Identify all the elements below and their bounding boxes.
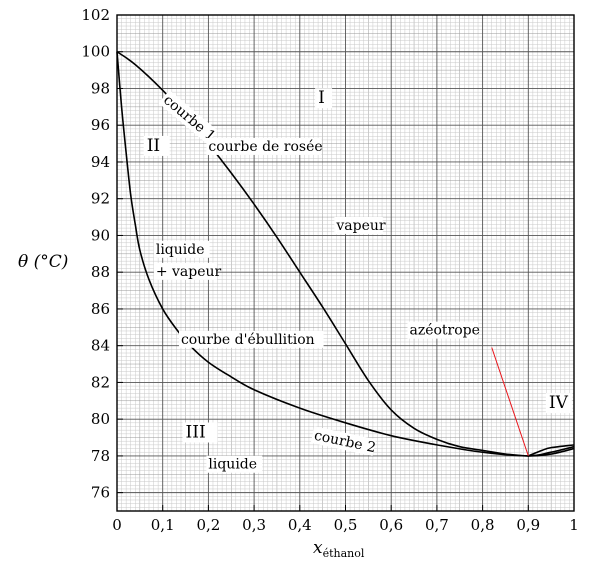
y-tick-label: 78 xyxy=(91,447,110,465)
x-tick-label: 0,9 xyxy=(516,516,540,534)
label-bg xyxy=(334,216,383,234)
label-liquide_vapeur_1: liquide xyxy=(156,242,205,258)
y-tick-label: 90 xyxy=(91,226,110,244)
y-tick-label: 84 xyxy=(91,337,110,355)
label-liquide: liquide xyxy=(208,457,257,473)
y-axis-label: θ (°C) xyxy=(18,252,68,272)
y-tick-label: 92 xyxy=(91,190,110,208)
x-tick-label: 0,2 xyxy=(196,516,220,534)
y-tick-label: 94 xyxy=(91,153,110,171)
label-ebullition: courbe d'ébullition xyxy=(181,332,315,348)
x-tick-label: 0,7 xyxy=(425,516,449,534)
x-axis-label: xéthanol xyxy=(313,538,365,560)
x-axis-label-main: x xyxy=(313,538,323,558)
axis-ticks: 0 0,1 0,2 0,3 0,4 0,5 0,6 0,7 0,8 0,9 1 76 78 80 82 84 8… xyxy=(81,6,578,534)
label-bg xyxy=(158,90,218,144)
label-bg xyxy=(153,240,210,258)
label-rosee: courbe de rosée xyxy=(208,139,322,155)
x-tick-label: 1 xyxy=(569,516,579,534)
region-label-IV: IV xyxy=(549,393,569,413)
x-tick-label: 0 xyxy=(112,516,122,534)
label-liquide_vapeur_2: + vapeur xyxy=(156,264,222,280)
region-bg xyxy=(545,393,572,414)
y-tick-label: 102 xyxy=(81,6,110,24)
region-label-III: III xyxy=(186,423,206,443)
x-tick-label: 0,8 xyxy=(471,516,495,534)
label-vapeur: vapeur xyxy=(335,218,386,234)
label-azeotrope: azéotrope xyxy=(409,323,479,339)
x-tick-label: 0,5 xyxy=(334,516,358,534)
y-tick-label: 86 xyxy=(91,300,110,318)
x-tick-label: 0,3 xyxy=(242,516,266,534)
y-tick-label: 98 xyxy=(91,79,110,97)
region-bg xyxy=(143,135,170,156)
region-label-II: II xyxy=(147,136,160,156)
curve-boiling xyxy=(116,51,575,457)
azeotrope-pointer xyxy=(491,347,529,457)
label-bg xyxy=(178,330,324,348)
label-bg xyxy=(206,137,322,155)
y-tick-label: 96 xyxy=(91,116,110,134)
label-bg xyxy=(310,426,377,456)
y-tick-label: 88 xyxy=(91,263,110,281)
x-tick-label: 0,4 xyxy=(288,516,312,534)
y-tick-label: 80 xyxy=(91,410,110,428)
label-bg xyxy=(407,321,479,339)
curve-azeotrope_branch xyxy=(528,444,575,457)
label-bg xyxy=(153,262,218,280)
label-bg xyxy=(206,455,263,473)
grid-major xyxy=(117,15,574,511)
region-bg xyxy=(315,88,333,109)
x-tick-label: 0,6 xyxy=(379,516,403,534)
y-tick-label: 82 xyxy=(91,373,110,391)
x-tick-label: 0,1 xyxy=(151,516,175,534)
y-tick-label: 100 xyxy=(81,43,110,61)
region-label-I: I xyxy=(318,88,325,108)
y-tick-label: 76 xyxy=(91,484,110,502)
region-bg xyxy=(182,422,218,443)
x-axis-label-sub: éthanol xyxy=(323,547,365,560)
plot-frame xyxy=(116,14,575,512)
